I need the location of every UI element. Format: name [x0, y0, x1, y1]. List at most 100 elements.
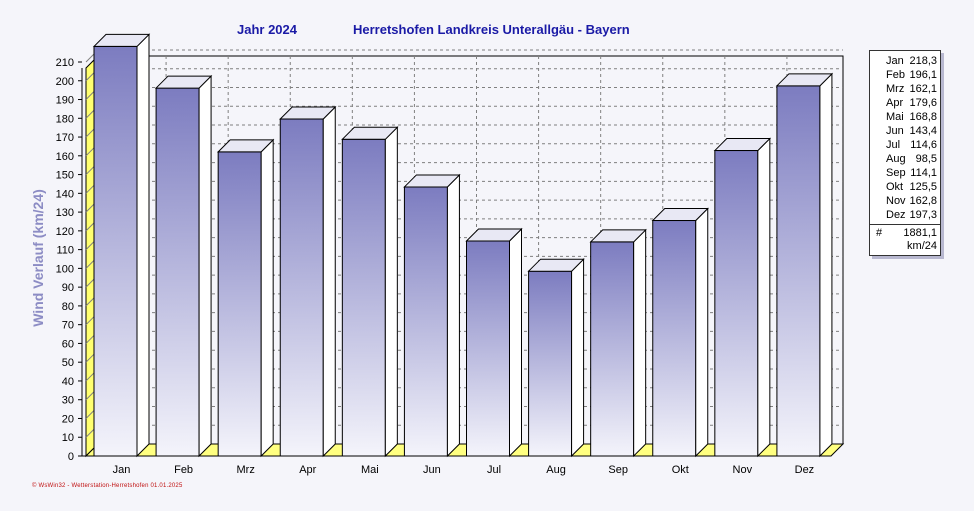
bar-front: [466, 240, 510, 457]
legend-row-dez: Dez 197,3: [870, 208, 940, 222]
bar-feb: [154, 74, 213, 458]
bar-mai: [341, 126, 399, 458]
legend-value: 162,1: [909, 83, 937, 95]
y-tick-label: 40: [62, 376, 74, 388]
legend-month: Sep: [886, 167, 906, 179]
bar-front: [403, 186, 448, 457]
bar-top: [589, 229, 647, 243]
legend-row-okt: Okt 125,5: [870, 180, 940, 194]
legend-value: 162,8: [909, 195, 937, 207]
legend-month: Jan: [886, 55, 904, 67]
legend-month: Apr: [886, 97, 904, 109]
y-tick-label: 120: [56, 226, 74, 238]
x-tick-label: Okt: [672, 464, 689, 476]
bar-side: [819, 72, 833, 458]
bar-top: [216, 139, 275, 153]
bar-side: [633, 228, 647, 458]
x-tick-label: Mrz: [237, 464, 255, 476]
y-tick-label: 30: [62, 395, 74, 407]
bar-side: [198, 74, 212, 458]
y-tick-label: 20: [62, 413, 74, 425]
legend: Jan 218,3 Feb 196,1 Mrz 162,1 Apr 179,6 Mai 168,8…: [869, 50, 941, 256]
x-tick-label: Mai: [361, 464, 379, 476]
y-tick-label: 80: [62, 301, 74, 313]
bar-top: [92, 33, 151, 47]
bar-jan: [92, 33, 151, 458]
bar-jun: [403, 173, 461, 458]
bar-nov: [713, 137, 772, 458]
legend-row-jun: Jun 143,4: [870, 124, 940, 138]
tick-labels: 0 10 20 30 40 50 60 70 80 90 100 110 120 130 140 150 160…: [56, 57, 815, 476]
bar-side: [136, 33, 150, 458]
bar-front: [93, 45, 138, 457]
bar-top: [403, 174, 461, 188]
legend-value: 168,8: [909, 111, 937, 123]
footer-copyright: © WsWin32 - Wetterstation-Herretshofen 0…: [32, 483, 183, 489]
bar-jul: [465, 227, 523, 458]
bar-side: [384, 126, 398, 458]
legend-month: Dez: [886, 209, 906, 221]
legend-value: 98,5: [915, 153, 937, 165]
bar-top: [527, 258, 585, 272]
y-tick-label: 160: [56, 151, 74, 163]
legend-month: Mai: [886, 111, 904, 123]
legend-value: 197,3: [909, 209, 937, 221]
bar-front: [776, 85, 821, 457]
x-tick-label: Apr: [299, 464, 316, 476]
legend-month: Jul: [886, 139, 901, 151]
bar-top: [154, 75, 213, 89]
legend-row-mrz: Mrz 162,1: [870, 82, 940, 96]
legend-row-mai: Mai 168,8: [870, 110, 940, 124]
legend-value: 196,1: [909, 69, 937, 81]
y-tick-label: 150: [56, 170, 74, 182]
y-tick-label: 190: [56, 95, 74, 107]
x-tick-label: Dez: [795, 464, 815, 476]
bar-top: [713, 138, 772, 152]
x-tick-label: Feb: [174, 464, 193, 476]
bar-front: [590, 241, 635, 457]
bar-mrz: [216, 138, 275, 458]
chart-title-place: Herretshofen Landkreis Unterallgäu - Bay…: [353, 22, 630, 37]
y-tick-label: 60: [62, 338, 74, 350]
legend-row-feb: Feb 196,1: [870, 68, 940, 82]
bar-top: [341, 126, 399, 140]
bars: [92, 33, 834, 458]
bar-front: [652, 220, 697, 457]
y-tick-label: 210: [56, 57, 74, 69]
bar-dez: [775, 72, 834, 458]
bar-front: [217, 151, 262, 457]
legend-value: 179,6: [909, 97, 937, 109]
y-tick-label: 180: [56, 113, 74, 125]
y-tick-label: 0: [68, 451, 74, 463]
legend-month: Mrz: [886, 83, 905, 95]
bar-side: [757, 137, 771, 458]
legend-row-apr: Apr 179,6: [870, 96, 940, 110]
bar-top: [651, 208, 709, 222]
y-tick-label: 110: [56, 245, 74, 257]
bar-side: [695, 207, 709, 458]
bar-top: [279, 106, 337, 120]
legend-row-aug: Aug 98,5: [870, 152, 940, 166]
x-tick-label: Nov: [733, 464, 753, 476]
y-tick-label: 170: [56, 132, 74, 144]
x-tick-label: Jan: [113, 464, 131, 476]
chart-title-year: Jahr 2024: [237, 22, 297, 37]
y-tick-label: 10: [62, 432, 74, 444]
y-tick-label: 50: [62, 357, 74, 369]
y-axis-label: Wind Verlauf (km/24): [30, 189, 46, 327]
bar-okt: [651, 207, 709, 458]
legend-rows: Jan 218,3 Feb 196,1 Mrz 162,1 Apr 179,6 Mai 168,8…: [870, 51, 940, 224]
bar-sep: [589, 228, 647, 458]
bar-side: [446, 173, 460, 458]
bar-side: [260, 138, 274, 458]
y-tick-label: 200: [56, 76, 74, 88]
axes: [78, 61, 831, 457]
legend-month: Jun: [886, 125, 904, 137]
bar-front: [528, 270, 573, 457]
bar-front: [279, 118, 324, 457]
legend-total-unit: km/24: [907, 240, 937, 252]
bar-front: [155, 87, 200, 457]
legend-value: 114,6: [910, 139, 937, 151]
bar-top: [465, 228, 523, 242]
